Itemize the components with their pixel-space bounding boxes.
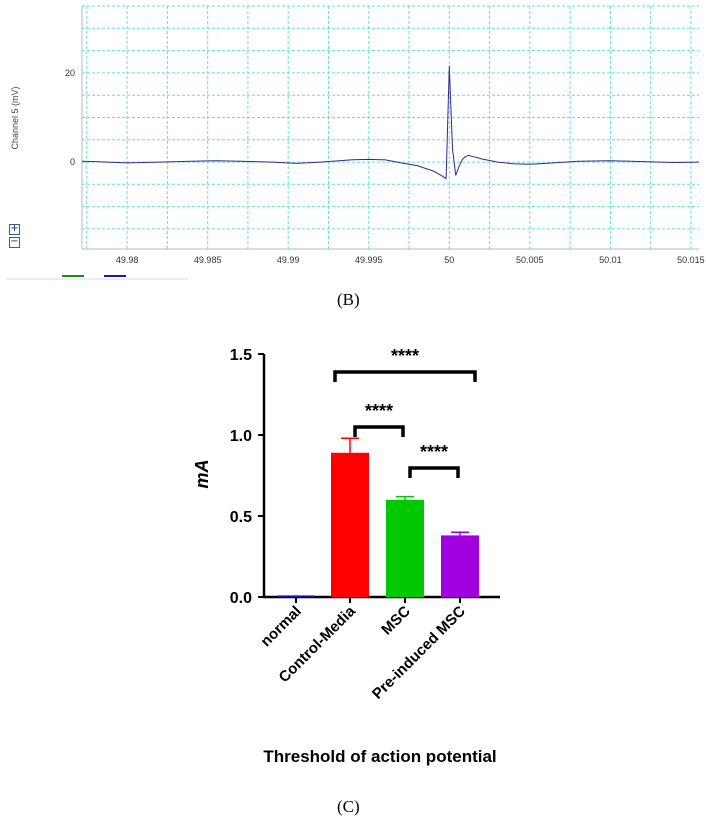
- bar-y-tick-label: 0.0: [230, 590, 252, 607]
- trace-y-tick-label: 20: [65, 68, 75, 78]
- zoom-out-button[interactable]: −: [9, 236, 20, 248]
- trace-grid: [81, 5, 699, 249]
- trace-x-tick-label: 50: [444, 255, 454, 265]
- significance-label: ****: [365, 401, 393, 421]
- trace-x-tick-label: 50.015: [677, 255, 705, 265]
- bar-category-label: MSC: [378, 603, 414, 639]
- trace-x-tick-labels: 49.98 49.985 49.99 49.995 50 50.005 50.01 50.01…: [116, 255, 705, 265]
- bar-x-axis-label: Threshold of action potential: [263, 747, 496, 766]
- bar: [386, 499, 424, 597]
- bar-y-tick-label: 1.5: [230, 347, 252, 364]
- bar: [277, 595, 315, 597]
- bar-category-label: normal: [257, 603, 304, 650]
- trace-x-tick-label: 49.98: [116, 255, 139, 265]
- trace-chart: 49.98 49.985 49.99 49.995 50 50.005 50.01 50.01…: [6, 5, 705, 280]
- bar-y-axis-ticks: 0.0 0.5 1.0 1.5: [230, 347, 264, 607]
- bar-y-tick-label: 0.5: [230, 509, 252, 526]
- bar: [441, 535, 479, 597]
- trace-y-axis-label: Channel 5 (mV): [10, 86, 20, 149]
- trace-x-tick-label: 50.01: [599, 255, 622, 265]
- bar-y-tick-label: 1.0: [230, 428, 252, 445]
- panel-label-b: (B): [337, 290, 360, 309]
- bar-chart: 0.0 0.5 1.0 1.5 **** **** **** normalControl-…: [192, 346, 500, 766]
- bar-series: [277, 437, 479, 603]
- significance-label: ****: [420, 442, 448, 462]
- trace-y-tick-labels: 20 0: [65, 68, 75, 167]
- zoom-in-button[interactable]: +: [9, 223, 20, 235]
- trace-y-tick-label: 0: [70, 157, 75, 167]
- panel-label-c: (C): [337, 797, 360, 816]
- bar: [331, 452, 369, 597]
- trace-legend-strip: [6, 275, 188, 280]
- significance-bracket: [353, 425, 405, 437]
- significance-bracket: [333, 370, 477, 382]
- bar-category-label: Pre-induced MSC: [369, 603, 469, 703]
- trace-series-line: [81, 66, 700, 180]
- significance-label: ****: [391, 346, 419, 366]
- trace-x-tick-label: 49.985: [194, 255, 222, 265]
- significance-brackets: **** **** ****: [333, 346, 477, 478]
- bar-y-axis-label: mA: [192, 459, 212, 488]
- significance-bracket: [408, 466, 460, 478]
- trace-x-tick-label: 49.99: [277, 255, 300, 265]
- trace-x-tick-label: 50.005: [516, 255, 544, 265]
- trace-x-tick-label: 49.995: [355, 255, 383, 265]
